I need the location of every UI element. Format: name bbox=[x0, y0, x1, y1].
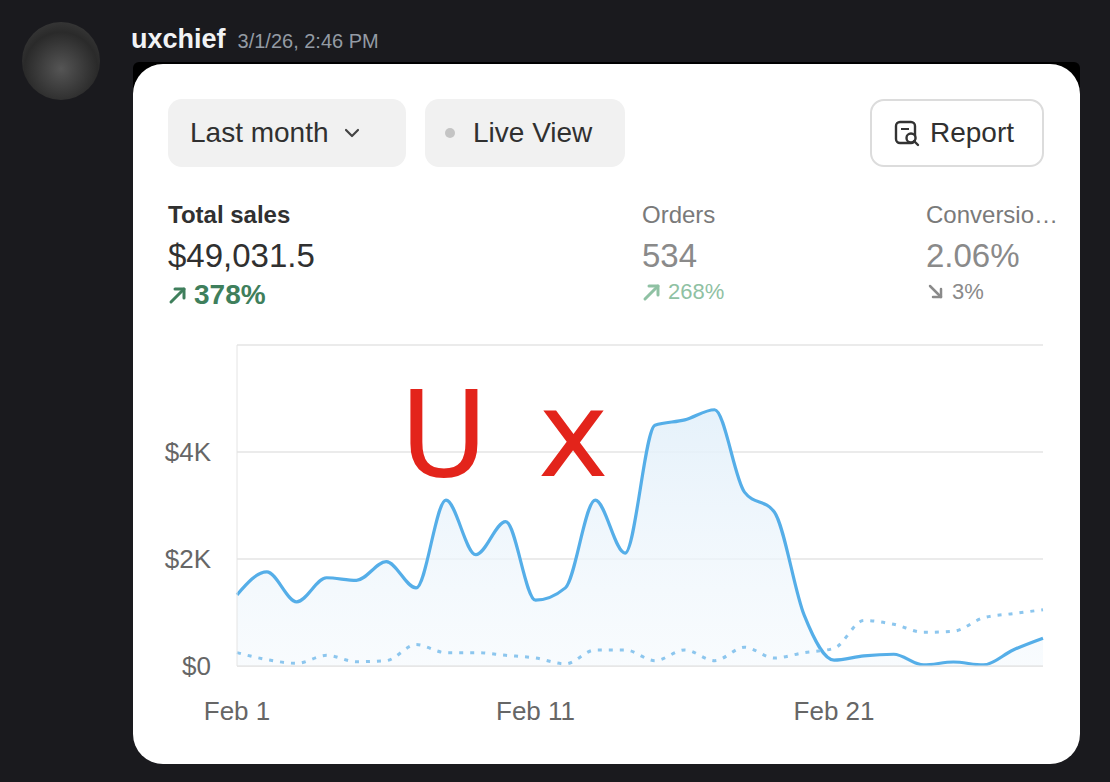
svg-text:$0: $0 bbox=[182, 651, 211, 681]
html-text:uxchief: uxchief bbox=[131, 24, 226, 54]
html-text:378%: 378% bbox=[194, 279, 266, 310]
svg-text:Feb 21: Feb 21 bbox=[794, 696, 875, 726]
html-text:3%: 3% bbox=[952, 279, 984, 304]
svg-text:$2K: $2K bbox=[165, 544, 212, 574]
svg-text:Feb 1: Feb 1 bbox=[204, 696, 271, 726]
html-text:2.06%: 2.06% bbox=[926, 237, 1020, 274]
html-text:Live View: Live View bbox=[473, 117, 593, 148]
html-text:$49,031.5: $49,031.5 bbox=[168, 237, 315, 274]
html-text:534: 534 bbox=[642, 237, 698, 274]
html-text:Conversio…: Conversio… bbox=[926, 201, 1058, 228]
html-text:Orders: Orders bbox=[642, 201, 716, 228]
html-text:3/1/26, 2:46 PM: 3/1/26, 2:46 PM bbox=[237, 30, 379, 52]
html-text:Report: Report bbox=[930, 117, 1014, 148]
html-text:Total sales: Total sales bbox=[168, 201, 291, 228]
html-text:Ux: Ux bbox=[400, 365, 659, 504]
html-text:268%: 268% bbox=[668, 279, 725, 304]
html-text:Last month: Last month bbox=[190, 117, 329, 148]
svg-text:$4K: $4K bbox=[165, 437, 212, 467]
svg-text:Feb 11: Feb 11 bbox=[496, 696, 575, 726]
